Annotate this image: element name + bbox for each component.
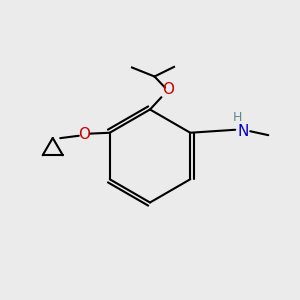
Text: O: O	[163, 82, 175, 98]
Text: O: O	[78, 127, 90, 142]
Text: N: N	[237, 124, 248, 139]
Text: H: H	[233, 111, 242, 124]
